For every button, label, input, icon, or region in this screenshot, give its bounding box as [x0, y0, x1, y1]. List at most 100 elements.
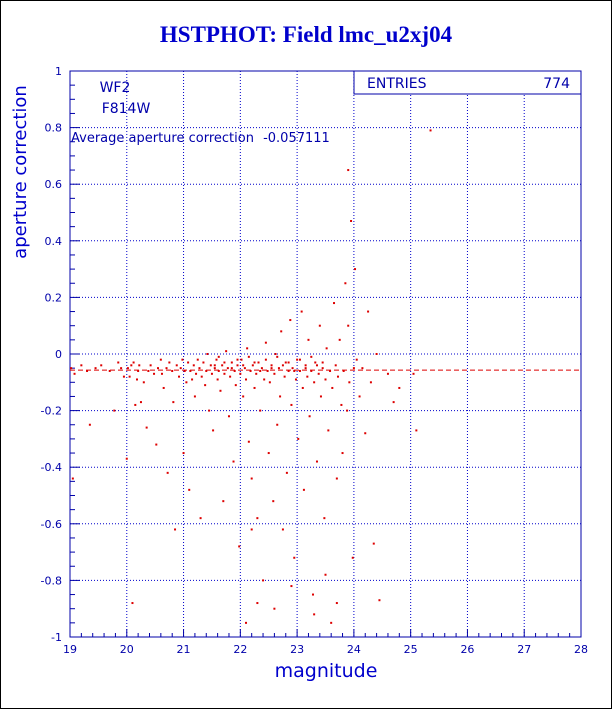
- data-point: [270, 367, 273, 370]
- data-point: [315, 460, 318, 463]
- data-point: [264, 341, 267, 344]
- data-point: [300, 310, 303, 313]
- y-tick-label: -0.6: [41, 518, 62, 531]
- data-point: [249, 369, 252, 372]
- data-point: [80, 364, 83, 367]
- data-point: [312, 593, 315, 596]
- data-point: [378, 599, 381, 602]
- data-point: [198, 367, 201, 370]
- data-point: [245, 378, 248, 381]
- data-point: [210, 372, 213, 375]
- data-point: [274, 353, 277, 355]
- data-point: [247, 440, 250, 443]
- data-point: [290, 585, 293, 588]
- data-point: [229, 375, 232, 378]
- data-point: [183, 369, 186, 372]
- data-point: [287, 369, 290, 372]
- data-point: [272, 500, 275, 503]
- data-point: [369, 381, 372, 384]
- data-point: [245, 621, 248, 624]
- y-tick-label: 0.2: [45, 291, 63, 304]
- data-point: [179, 367, 182, 370]
- data-point: [310, 355, 313, 358]
- data-point: [157, 367, 160, 370]
- data-points: [70, 129, 432, 624]
- x-tick-label: 20: [120, 643, 134, 656]
- data-point: [208, 409, 211, 412]
- data-point: [230, 361, 233, 364]
- data-point: [213, 367, 216, 370]
- data-point: [159, 358, 162, 361]
- data-point: [117, 361, 120, 364]
- data-point: [205, 369, 208, 372]
- data-point: [240, 358, 243, 361]
- data-point: [165, 367, 168, 370]
- camera-label: WF2: [100, 80, 131, 96]
- data-point: [347, 169, 350, 172]
- data-point: [323, 517, 326, 520]
- data-point: [230, 367, 233, 370]
- data-point: [256, 602, 259, 605]
- data-point: [321, 367, 324, 370]
- data-point: [276, 355, 279, 358]
- data-point: [375, 353, 378, 355]
- data-point: [215, 358, 218, 361]
- data-point: [334, 364, 337, 367]
- data-point: [139, 401, 142, 404]
- data-point: [181, 358, 184, 361]
- x-tick-label: 21: [177, 643, 191, 656]
- x-tick-label: 23: [290, 643, 304, 656]
- data-point: [281, 528, 284, 531]
- chart-title: HSTPHOT: Field lmc_u2xj04: [159, 22, 453, 47]
- data-point: [340, 403, 343, 406]
- grid: [69, 70, 582, 638]
- data-point: [346, 409, 349, 412]
- data-point: [348, 381, 351, 384]
- data-point: [188, 488, 191, 491]
- data-point: [234, 384, 237, 387]
- data-point: [217, 355, 220, 358]
- data-point: [260, 367, 263, 370]
- data-point: [137, 369, 140, 372]
- y-tick-label: 1: [55, 65, 62, 78]
- data-point: [259, 409, 262, 412]
- data-point: [310, 369, 313, 372]
- data-point: [142, 381, 145, 384]
- data-point: [321, 361, 324, 364]
- data-point: [250, 477, 253, 480]
- average-annotation-label: Average aperture correction: [71, 131, 254, 146]
- data-point: [330, 621, 333, 624]
- data-point: [264, 358, 267, 361]
- data-point: [327, 429, 330, 432]
- data-point: [293, 369, 296, 372]
- data-point: [372, 542, 375, 545]
- data-point: [279, 395, 282, 398]
- data-point: [160, 372, 163, 375]
- data-point: [128, 375, 131, 378]
- data-point: [315, 364, 318, 367]
- data-point: [233, 369, 236, 372]
- data-point: [147, 369, 150, 372]
- data-point: [276, 423, 279, 426]
- data-point: [174, 528, 177, 531]
- data-point: [256, 517, 259, 520]
- average-annotation-value: -0.057111: [263, 131, 330, 146]
- data-point: [209, 364, 212, 367]
- y-tick-label: 0: [55, 348, 62, 361]
- data-point: [335, 602, 338, 605]
- data-point: [270, 364, 273, 367]
- y-tick-label: 0.8: [45, 122, 63, 135]
- data-point: [304, 367, 307, 370]
- data-point: [347, 324, 350, 327]
- data-point: [333, 302, 336, 305]
- data-point: [178, 375, 181, 378]
- tick-labels: 19 20 21 22 23 24 25 26 27 28 -1 -0.8 -0.6 -0.4 -0.2 0 0…: [41, 65, 588, 656]
- data-point: [355, 358, 358, 361]
- data-point: [412, 372, 415, 375]
- data-point: [259, 369, 262, 372]
- data-point: [200, 375, 203, 378]
- data-point: [199, 517, 202, 520]
- data-point: [313, 613, 316, 616]
- data-point: [217, 369, 220, 372]
